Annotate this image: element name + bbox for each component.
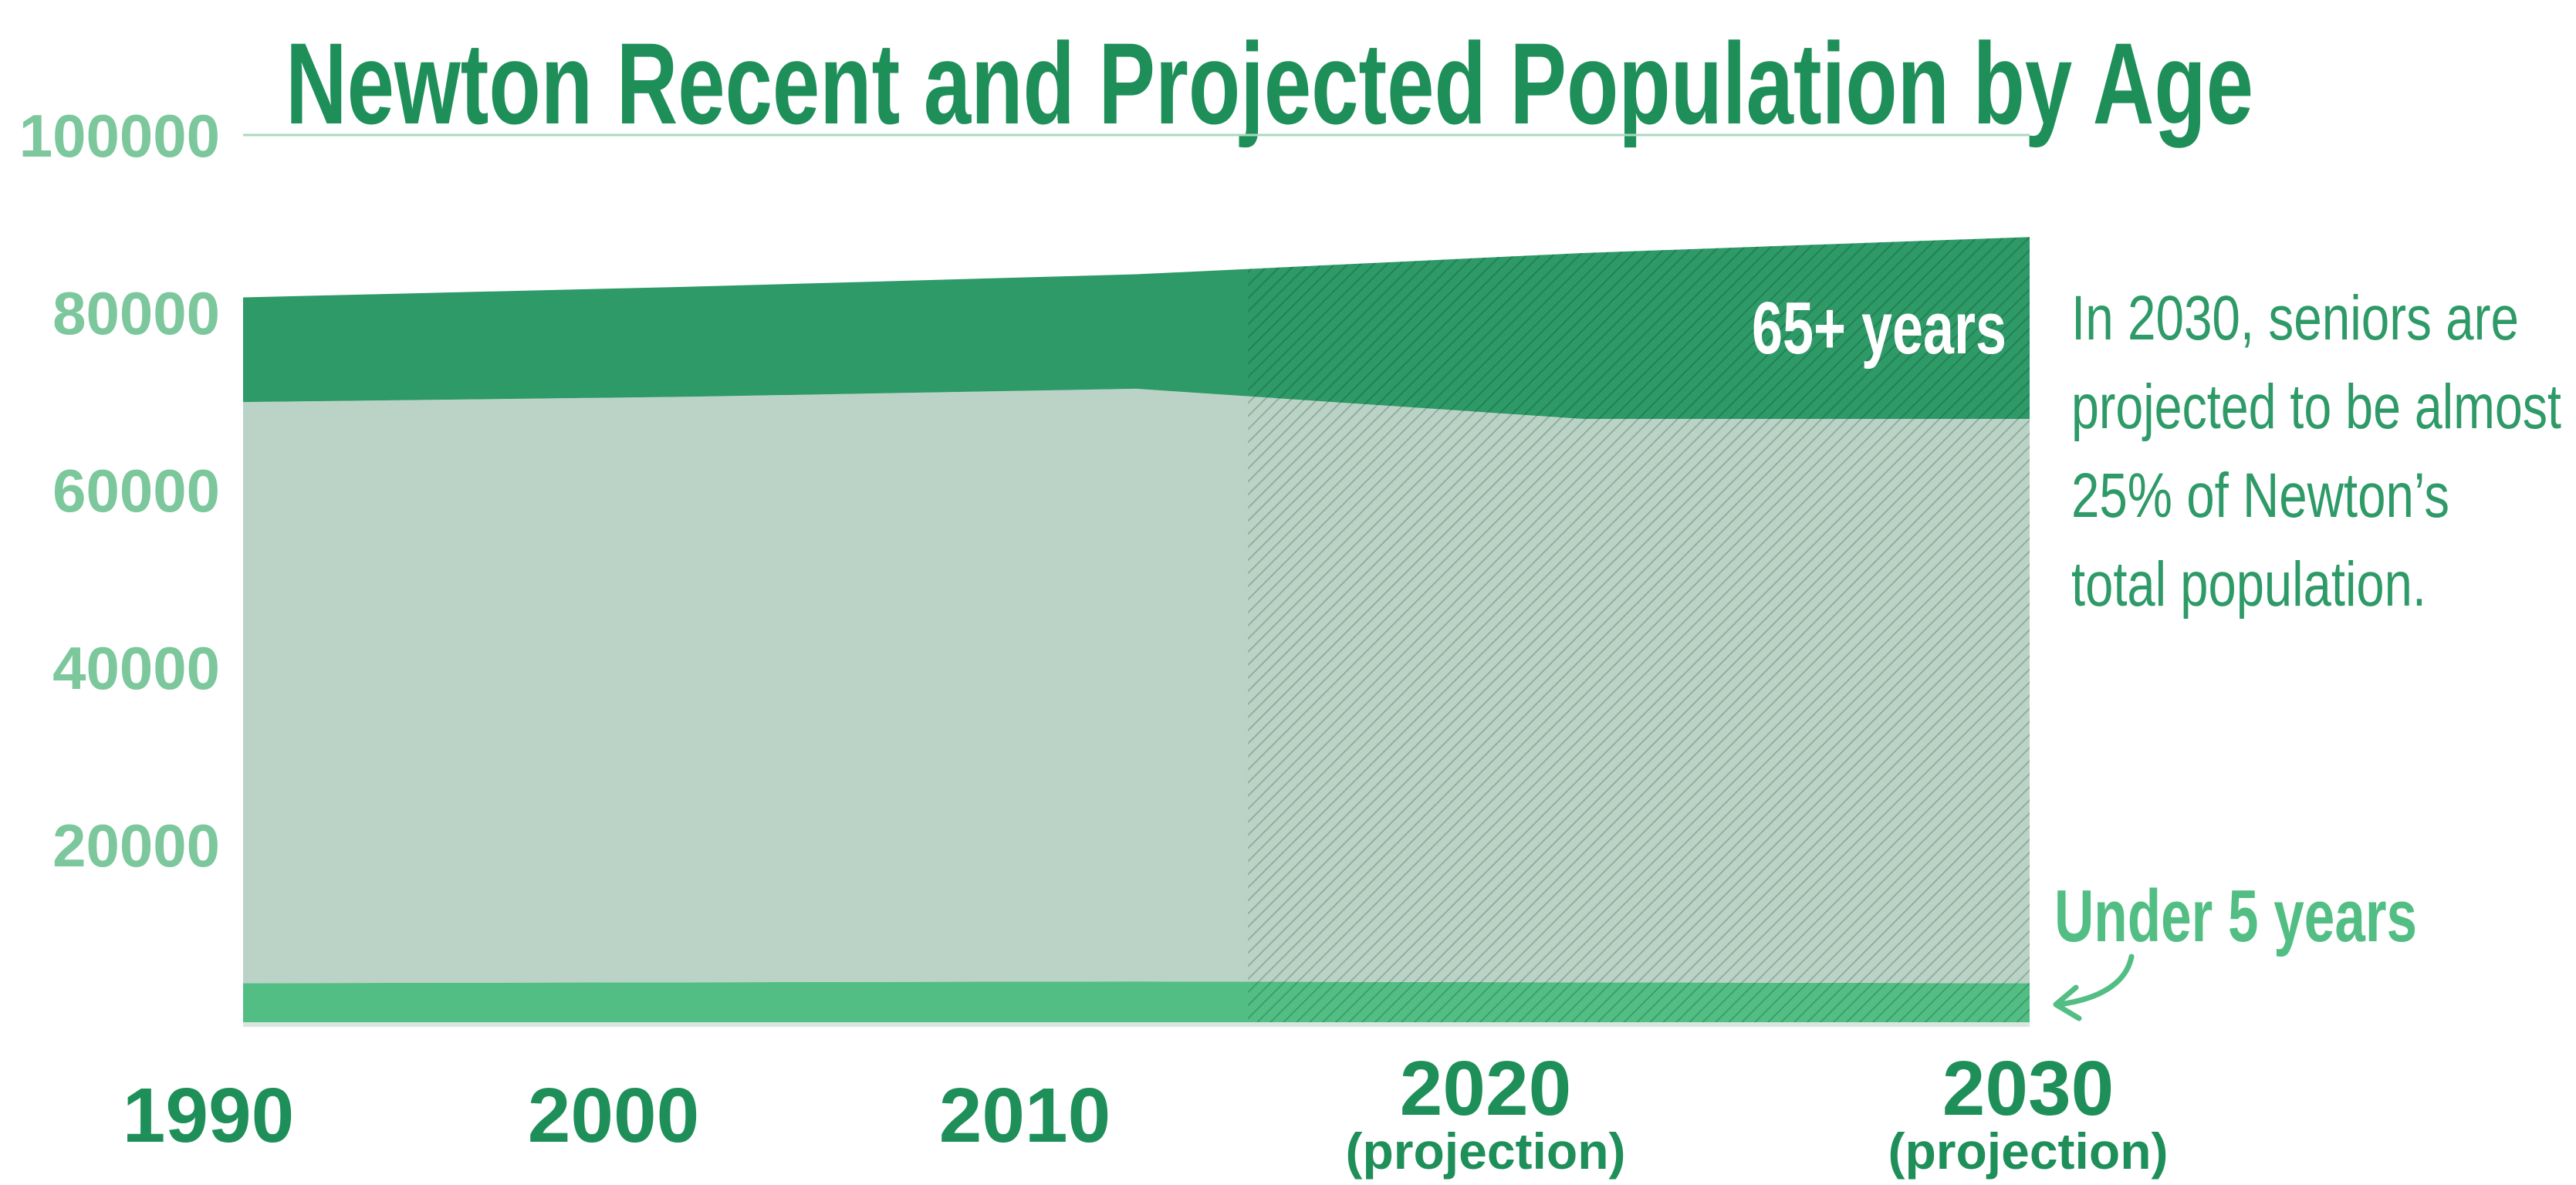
x-tick-label: 2000 (528, 1072, 699, 1159)
under5-arrowhead (2053, 984, 2082, 1021)
chart-title: Newton Recent and Projected Population b… (286, 19, 2253, 148)
y-tick-label: 40000 (52, 634, 220, 702)
x-tick-label: 1990 (123, 1072, 294, 1159)
x-tick-label: 2030 (1942, 1045, 2114, 1132)
projection-hatch (1248, 237, 2030, 1022)
annotation-line: projected to be almost (2071, 372, 2561, 442)
y-tick-label: 80000 (52, 279, 220, 347)
under5-arrow (2056, 954, 2135, 1008)
x-tick-label: 2010 (939, 1072, 1111, 1159)
annotation-text: In 2030, seniors are projected to be alm… (2071, 283, 2576, 620)
annotation-line: total population. (2071, 549, 2426, 620)
x-axis-ticks: 1990 2000 2010 2020(projection)2030(project… (123, 1045, 2169, 1180)
series-label-seniors: 65+ years (1752, 287, 2006, 370)
y-tick-label: 100000 (19, 102, 220, 170)
x-tick-sublabel: (projection) (1888, 1123, 2169, 1180)
y-tick-label: 60000 (52, 457, 220, 525)
annotation-line: 25% of Newton’s (2071, 461, 2449, 531)
annotation-line: In 2030, seniors are (2071, 283, 2519, 353)
x-tick-label: 2020 (1400, 1045, 1571, 1132)
y-axis-ticks: 100000 80000 60000 40000 20000 (19, 102, 220, 879)
x-tick-sublabel: (projection) (1346, 1123, 1626, 1180)
series-label-under5: Under 5 years (2054, 875, 2417, 957)
y-tick-label: 20000 (52, 812, 220, 879)
